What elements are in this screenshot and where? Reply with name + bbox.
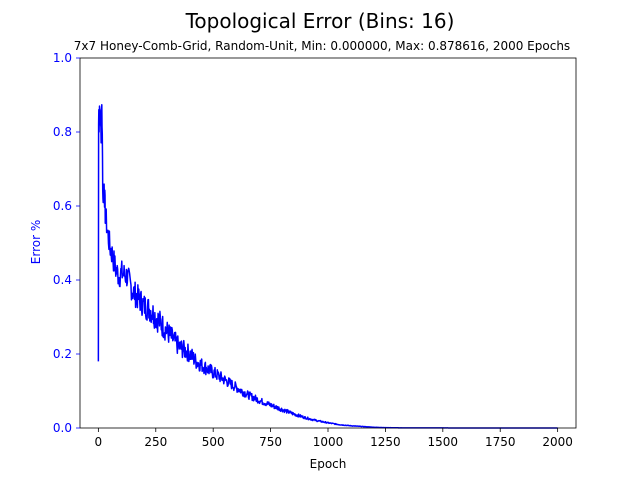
y-tick-label: 0.2	[53, 347, 72, 361]
chart-title: Topological Error (Bins: 16)	[185, 9, 455, 33]
x-axis-label: Epoch	[310, 457, 347, 471]
x-tick-label: 500	[202, 435, 225, 449]
x-tick-label: 0	[95, 435, 103, 449]
chart-subtitle: 7x7 Honey-Comb-Grid, Random-Unit, Min: 0…	[74, 39, 570, 53]
plot-area: 0 250 500 750 1000 1250 1500 1750 2000 0.0 0.2 0.4 0…	[53, 51, 577, 449]
y-axis-label: Error %	[29, 220, 43, 264]
x-tick-label: 1750	[485, 435, 516, 449]
y-tick-label: 0.4	[53, 273, 72, 287]
y-tick-label: 0.6	[53, 199, 72, 213]
x-tick-label: 750	[259, 435, 282, 449]
x-tick-label: 1000	[313, 435, 344, 449]
y-tick-label: 0.0	[53, 421, 72, 435]
x-tick-label: 1250	[370, 435, 401, 449]
x-tick-label: 1500	[428, 435, 459, 449]
x-tick-label: 250	[144, 435, 167, 449]
x-tick-label: 2000	[542, 435, 573, 449]
y-tick-label: 0.8	[53, 125, 72, 139]
y-tick-label: 1.0	[53, 51, 72, 65]
